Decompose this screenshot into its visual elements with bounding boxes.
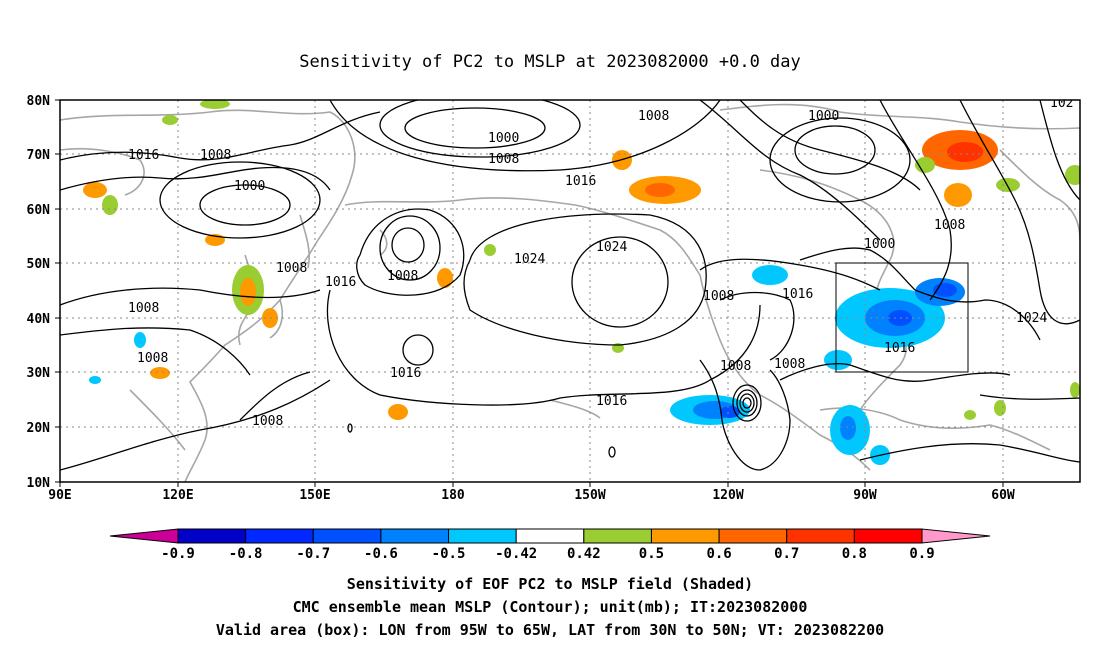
colorbar-swatch — [515, 528, 585, 544]
lon-tick-label: 60W — [991, 488, 1015, 503]
contour-label: 1016 — [565, 174, 596, 189]
colorbar-label: -0.9 — [161, 546, 195, 562]
colorbar-label: 0.8 — [842, 546, 867, 562]
contour-label: 1008 — [488, 152, 519, 167]
colorbar-label: 0.6 — [706, 546, 731, 562]
contour-label: 1008 — [128, 301, 159, 316]
contour-label: 1024 — [514, 252, 545, 267]
lon-tick-label: 180 — [441, 488, 465, 503]
colorbar-label: 0.5 — [639, 546, 664, 562]
figure-title: Sensitivity of PC2 to MSLP at 2023082000… — [299, 52, 801, 72]
contour-label: 1008 — [387, 269, 418, 284]
contour-label: 1016 — [884, 341, 915, 356]
lat-tick-label: 30N — [27, 366, 51, 381]
colorbar-swatch — [786, 528, 855, 544]
colorbar-label: -0.8 — [229, 546, 263, 562]
map-panel: 1016 1008 1000 1008 1008 1000 1008 1016 … — [59, 96, 1081, 483]
lat-tick-label: 80N — [27, 94, 51, 109]
lat-tick-label: 10N — [27, 476, 51, 491]
lat-tick-label: 50N — [27, 257, 51, 272]
contour-label: 1008 — [934, 218, 965, 233]
lon-tick-label: 150W — [574, 488, 605, 503]
contour-label: 1008 — [703, 289, 734, 304]
lat-tick-label: 40N — [27, 312, 51, 327]
contour-label: 102 — [1050, 96, 1073, 111]
contour-label: 1008 — [137, 351, 168, 366]
colorbar-label: -0.6 — [364, 546, 398, 562]
contour-label: 1000 — [864, 237, 895, 252]
map-frame — [59, 99, 1081, 483]
contour-label: 1016 — [390, 366, 421, 381]
contour-label: 1024 — [596, 240, 627, 255]
lat-tick-label: 70N — [27, 148, 51, 163]
colorbar-swatch — [650, 528, 720, 544]
contour-label: 1016 — [782, 287, 813, 302]
colorbar-label: -0.7 — [296, 546, 330, 562]
colorbar-swatch — [380, 528, 450, 544]
contour-label: 1000 — [808, 109, 839, 124]
axes: 90E 120E 150E 180 150W 120W 90W 60W 80N … — [27, 94, 1015, 503]
colorbar-right-arrow — [921, 528, 991, 544]
colorbar-swatch — [448, 528, 517, 544]
contour-labels: 1016 1008 1000 1008 1008 1000 1008 1016 … — [128, 96, 1073, 429]
contour-label: 1008 — [638, 109, 669, 124]
colorbar-label: -0.5 — [432, 546, 466, 562]
caption-line-2: CMC ensemble mean MSLP (Contour); unit(m… — [293, 598, 808, 616]
lon-tick-label: 90E — [48, 488, 71, 503]
contour-label: 1008 — [200, 148, 231, 163]
colorbar-left-arrow — [109, 528, 179, 544]
lon-tick-label: 90W — [853, 488, 877, 503]
colorbar-label: 0.9 — [909, 546, 934, 562]
contour-label: 1016 — [596, 394, 627, 409]
lat-tick-label: 60N — [27, 203, 51, 218]
colorbar-swatch — [245, 528, 314, 544]
mslp-contours — [60, 100, 1080, 471]
colorbar-swatch — [718, 528, 788, 544]
colorbar: -0.9 -0.8 -0.7 -0.6 -0.5 -0.42 0.42 0.5 0.6 0.7 0.… — [109, 528, 991, 562]
colorbar-label: 0.7 — [774, 546, 799, 562]
contour-label: 1016 — [325, 275, 356, 290]
contour-label: 1008 — [720, 359, 751, 374]
contour-label: 1000 — [488, 131, 519, 146]
caption-line-1: Sensitivity of EOF PC2 to MSLP field (Sh… — [347, 575, 753, 593]
lon-tick-label: 150E — [299, 488, 330, 503]
valid-area-box — [835, 262, 969, 373]
colorbar-swatch — [177, 528, 247, 544]
contour-label: 1000 — [234, 179, 265, 194]
lon-tick-label: 120W — [712, 488, 743, 503]
colorbar-swatch — [583, 528, 652, 544]
colorbar-label: -0.42 — [495, 546, 537, 562]
caption-line-3: Valid area (box): LON from 95W to 65W, L… — [216, 621, 884, 639]
colorbar-swatch — [853, 528, 923, 544]
colorbar-label: 0.42 — [567, 546, 601, 562]
lon-tick-label: 120E — [162, 488, 193, 503]
contour-label: 1008 — [276, 261, 307, 276]
contour-label: 1024 — [1016, 311, 1047, 326]
contour-label: 1016 — [128, 148, 159, 163]
graticule — [60, 100, 1080, 482]
contour-label: 1008 — [252, 414, 283, 429]
colorbar-swatch — [312, 528, 382, 544]
shaded-sensitivity — [83, 100, 1080, 465]
contour-label: 1008 — [774, 357, 805, 372]
lat-tick-label: 20N — [27, 421, 51, 436]
